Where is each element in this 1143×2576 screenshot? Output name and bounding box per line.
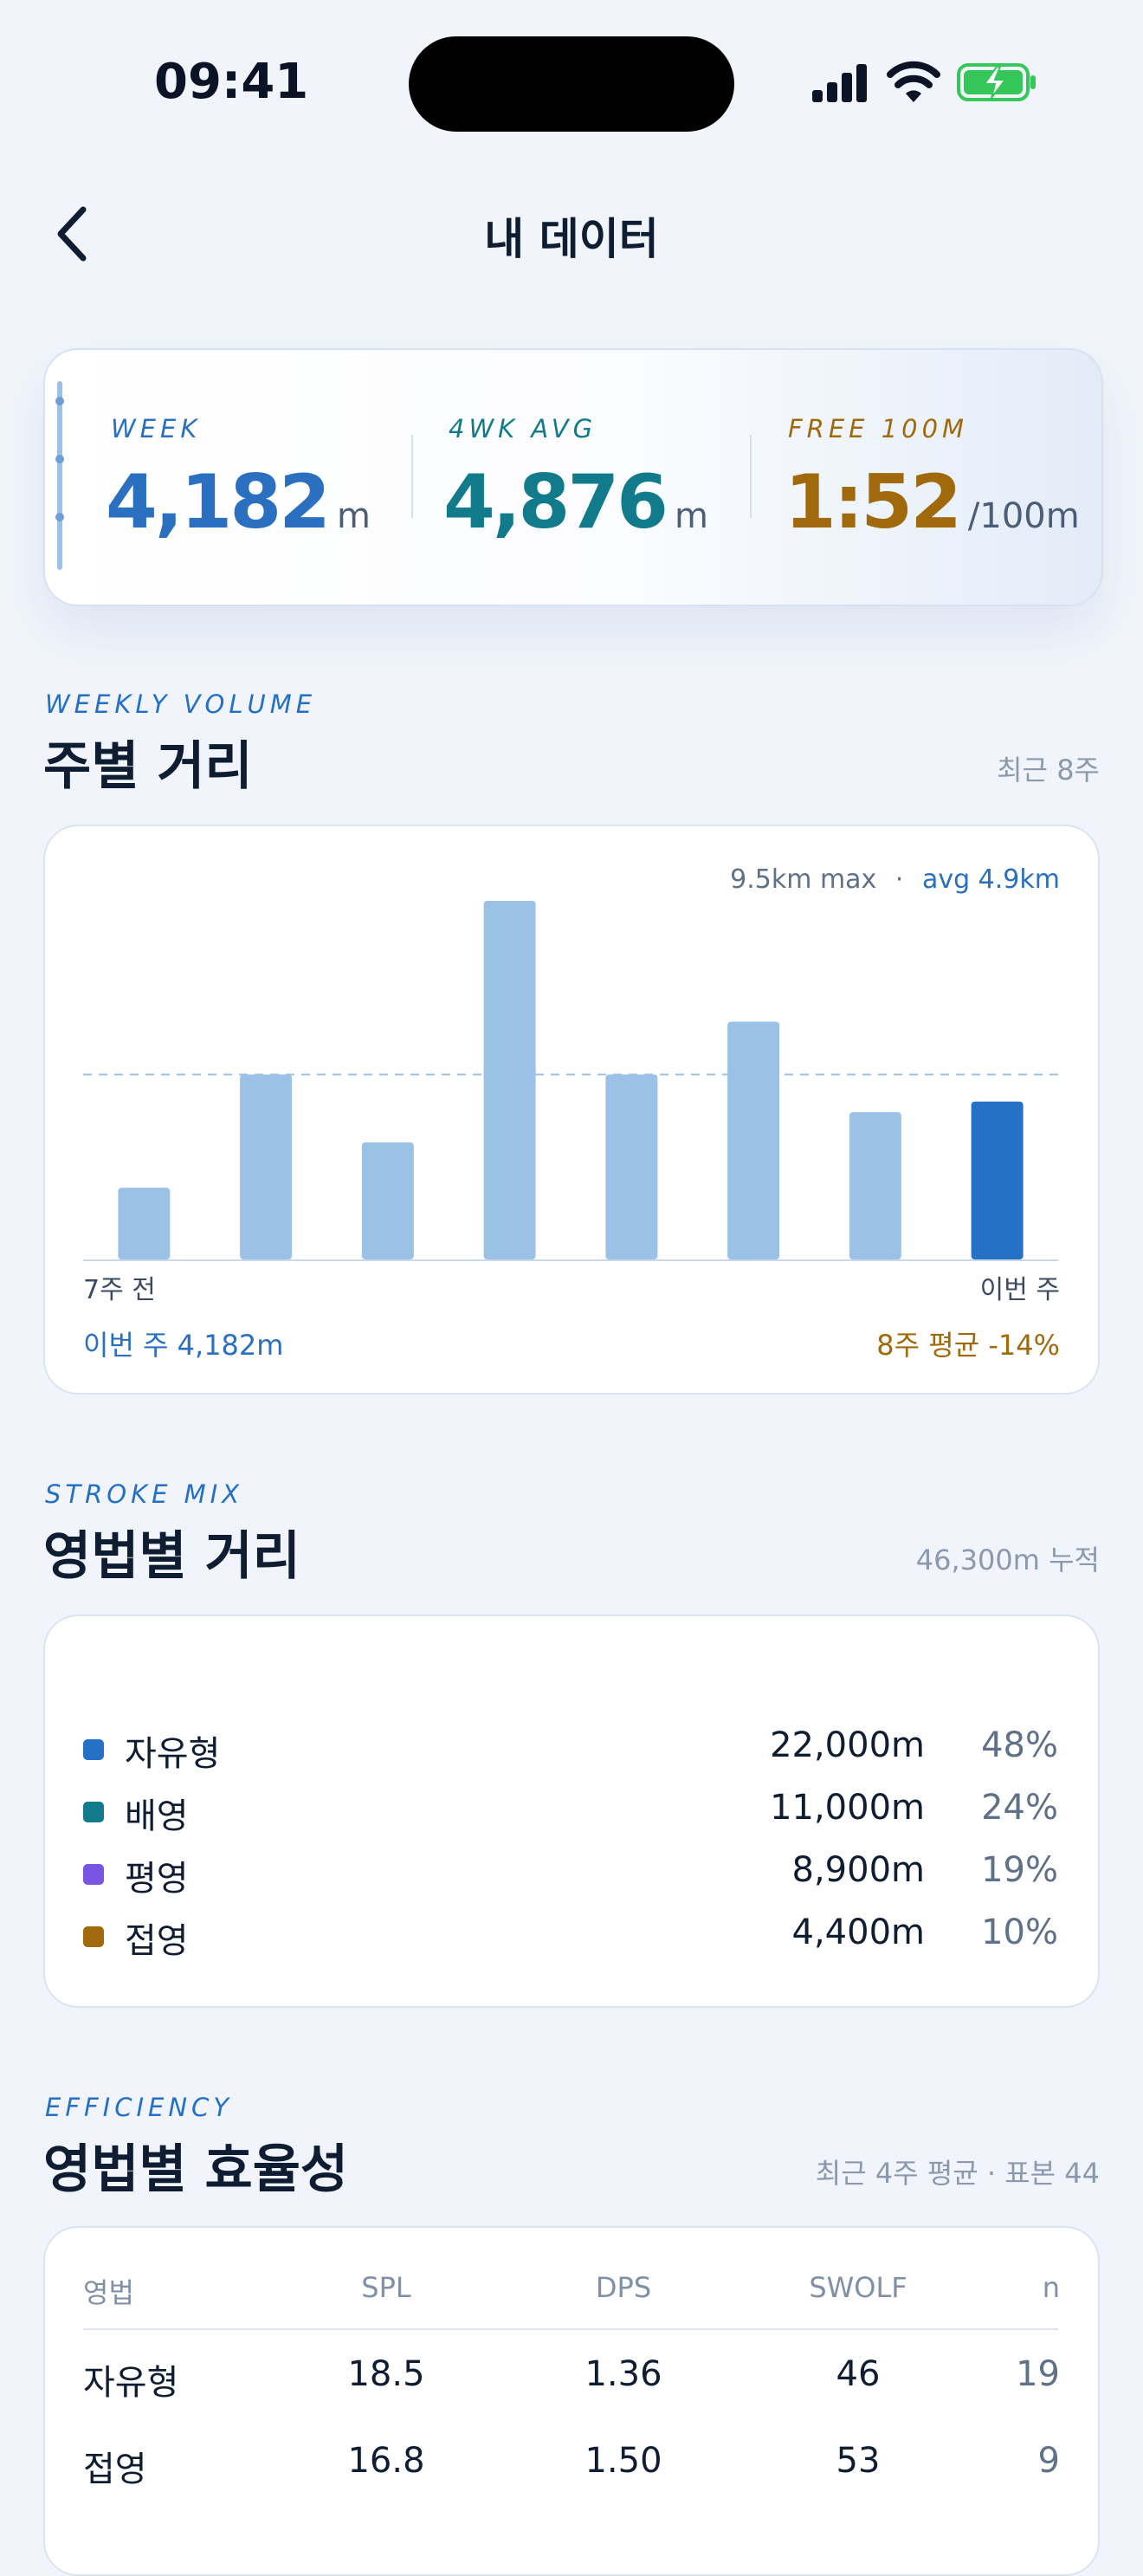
- efficiency-title: 영법별 효율성: [43, 2139, 349, 2200]
- stroke-percent: 24%: [981, 1788, 1058, 1828]
- rail-dot: [55, 455, 64, 463]
- avg-change: 8주 평균 -14%: [876, 1329, 1060, 1362]
- dynamic-island: [409, 36, 734, 132]
- chart-bar: [118, 1188, 171, 1259]
- this-week-total: 이번 주 4,182m: [83, 1329, 284, 1362]
- efficiency-kicker: EFFICIENCY: [45, 2093, 234, 2122]
- stat-free100-label: FREE 100M: [788, 414, 969, 443]
- efficiency-meta: 최근 4주 평균 · 표본 44: [815, 2157, 1100, 2190]
- column-header: DPS: [595, 2271, 652, 2304]
- summary-stats-card: [43, 348, 1103, 606]
- chart-bar: [971, 1101, 1024, 1259]
- chart-legend-avg: avg 4.9km: [921, 864, 1060, 895]
- stroke-name: 배영: [125, 1796, 189, 1836]
- table-cell: 9: [1037, 2441, 1060, 2481]
- chart-legend-separator: ·: [894, 864, 904, 895]
- stat-divider: [411, 435, 413, 518]
- weekly-chart-card: [43, 825, 1100, 1395]
- stroke-mix-meta: 46,300m 누적: [915, 1544, 1100, 1576]
- rail-dot: [55, 513, 64, 521]
- weekly-meta: 최근 8주: [997, 754, 1100, 786]
- table-cell: 1.36: [584, 2354, 662, 2394]
- table-cell: 접영: [83, 2450, 147, 2489]
- column-header: SPL: [361, 2271, 411, 2304]
- table-cell: 19: [1016, 2354, 1060, 2394]
- chart-bar: [727, 1021, 780, 1259]
- battery-charging-icon: [957, 63, 1036, 101]
- list-item: 자유형 22,000m 48%: [83, 1725, 1058, 1777]
- rail-dot: [55, 397, 64, 405]
- column-header: n: [1042, 2271, 1060, 2304]
- stroke-distance: 4,400m: [791, 1913, 925, 1952]
- table-divider: [83, 2328, 1058, 2330]
- back-chevron-icon[interactable]: [47, 201, 99, 267]
- color-swatch: [83, 1802, 104, 1822]
- chart-bar: [605, 1074, 658, 1259]
- color-swatch: [83, 1739, 104, 1760]
- stat-week-value: 4,182 m: [106, 459, 371, 546]
- card-accent-rail: [57, 381, 62, 570]
- color-swatch: [83, 1926, 104, 1947]
- table-cell: 자유형: [83, 2363, 179, 2403]
- stroke-percent: 48%: [981, 1725, 1058, 1765]
- list-item: 접영 4,400m 10%: [83, 1913, 1058, 1964]
- stroke-distance: 22,000m: [770, 1725, 925, 1765]
- stat-4wk-value: 4,876 m: [443, 459, 708, 546]
- chart-bar: [849, 1112, 901, 1259]
- stroke-mix-kicker: STROKE MIX: [45, 1479, 244, 1509]
- stat-divider: [750, 435, 752, 518]
- column-header: SWOLF: [809, 2271, 907, 2304]
- stroke-percent: 19%: [981, 1850, 1058, 1890]
- cellular-signal-icon: [812, 64, 867, 102]
- stroke-name: 접영: [125, 1921, 189, 1961]
- stroke-percent: 10%: [981, 1913, 1058, 1952]
- table-cell: 16.8: [347, 2441, 425, 2481]
- stroke-name: 자유형: [125, 1734, 221, 1774]
- weekly-bar-chart: [83, 901, 1058, 1261]
- status-time: 09:41: [154, 54, 309, 110]
- weekly-kicker: WEEKLY VOLUME: [45, 689, 317, 719]
- list-item: 배영 11,000m 24%: [83, 1788, 1058, 1840]
- table-row: 자유형 18.5 1.36 46 19: [0, 2354, 1143, 2406]
- stat-4wk-label: 4WK AVG: [449, 414, 597, 443]
- chart-legend: 9.5km max · avg 4.9km: [730, 864, 1060, 895]
- stroke-name: 평영: [125, 1859, 189, 1899]
- column-header: 영법: [83, 2276, 134, 2309]
- chart-bar: [240, 1074, 293, 1259]
- color-swatch: [83, 1864, 104, 1885]
- stroke-mix-title: 영법별 거리: [43, 1526, 300, 1587]
- chart-bar: [483, 901, 536, 1259]
- chart-start-label: 7주 전: [83, 1275, 156, 1305]
- chart-bar: [361, 1142, 414, 1259]
- stroke-distance: 8,900m: [791, 1850, 925, 1890]
- table-cell: 1.50: [584, 2441, 662, 2481]
- chart-legend-max: 9.5km max: [730, 864, 877, 895]
- list-item: 평영 8,900m 19%: [83, 1850, 1058, 1902]
- chart-end-label: 이번 주: [979, 1275, 1060, 1305]
- table-row: 접영 16.8 1.50 53 9: [0, 2441, 1143, 2493]
- page-title: 내 데이터: [484, 214, 659, 264]
- table-cell: 46: [836, 2354, 881, 2394]
- stroke-mix-card: [43, 1615, 1100, 2008]
- stroke-distance: 11,000m: [770, 1788, 925, 1828]
- weekly-title: 주별 거리: [43, 736, 253, 797]
- stat-free100-value: 1:52/100m: [785, 459, 1080, 546]
- stat-week-label: WEEK: [111, 414, 202, 443]
- table-cell: 53: [836, 2441, 881, 2481]
- wifi-icon: [887, 61, 940, 102]
- table-cell: 18.5: [347, 2354, 425, 2394]
